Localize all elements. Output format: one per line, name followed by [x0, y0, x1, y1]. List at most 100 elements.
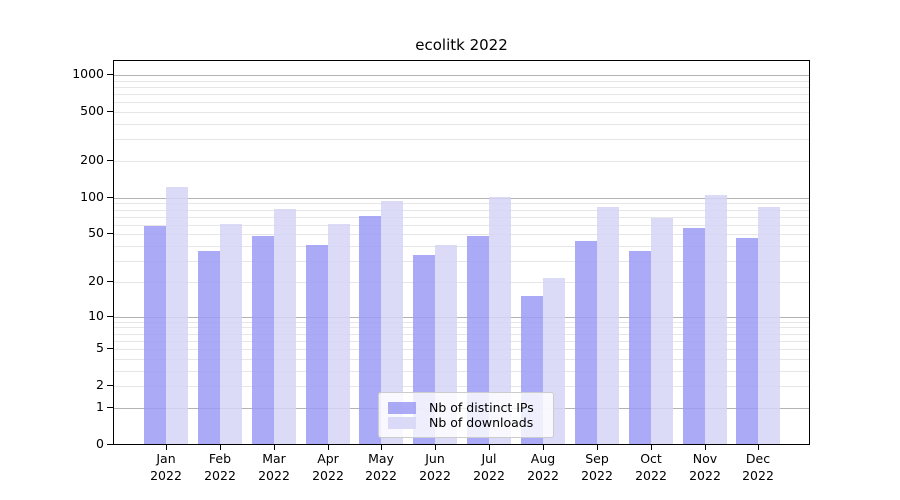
x-tick-year: 2022	[419, 467, 451, 483]
downloads-bar	[220, 224, 242, 444]
ips-bar	[629, 251, 651, 444]
y-tick-label: 50	[88, 225, 104, 240]
downloads-bar	[166, 187, 188, 444]
ips-bar	[575, 241, 597, 444]
y-tick-label: 0	[96, 436, 104, 451]
downloads-bar	[705, 195, 727, 444]
major-gridline	[114, 198, 809, 199]
minor-gridline	[114, 341, 809, 342]
x-tick-year: 2022	[742, 467, 774, 483]
minor-gridline	[114, 112, 809, 113]
minor-gridline	[114, 349, 809, 350]
legend: Nb of distinct IPs Nb of downloads	[378, 392, 554, 438]
x-tick-year: 2022	[635, 467, 667, 483]
y-tick	[107, 233, 113, 234]
minor-gridline	[114, 246, 809, 247]
minor-gridline	[114, 139, 809, 140]
ips-bar	[359, 216, 381, 444]
ips-bar	[683, 228, 705, 444]
minor-gridline	[114, 334, 809, 335]
x-tick-month: Jan	[156, 451, 176, 466]
y-tick	[107, 111, 113, 112]
minor-gridline	[114, 217, 809, 218]
y-tick-label: 200	[80, 152, 104, 167]
x-tick	[328, 445, 329, 450]
x-tick-year: 2022	[527, 467, 559, 483]
x-tick-year: 2022	[204, 467, 236, 483]
y-tick-label: 5	[96, 340, 104, 355]
ips-legend-label: Nb of distinct IPs	[429, 400, 534, 415]
x-tick-label: Sep 2022	[565, 451, 629, 484]
x-tick-label: Mar 2022	[242, 451, 306, 484]
y-tick-label: 10	[88, 308, 104, 323]
x-tick-month: Oct	[640, 451, 662, 466]
ips-bar	[198, 251, 220, 444]
downloads-bar	[489, 197, 511, 444]
downloads-bar	[597, 207, 619, 444]
minor-gridline	[114, 81, 809, 82]
y-tick	[107, 348, 113, 349]
x-tick	[597, 445, 598, 450]
x-tick-label: Aug 2022	[511, 451, 575, 484]
minor-gridline	[114, 327, 809, 328]
legend-row-ips: Nb of distinct IPs	[388, 400, 544, 415]
x-tick	[166, 445, 167, 450]
downloads-bar	[274, 209, 296, 444]
minor-gridline	[114, 225, 809, 226]
x-tick-year: 2022	[365, 467, 397, 483]
minor-gridline	[114, 282, 809, 283]
y-tick	[107, 160, 113, 161]
x-tick-month: Mar	[262, 451, 286, 466]
y-tick-label: 20	[88, 273, 104, 288]
x-tick	[489, 445, 490, 450]
y-tick	[107, 281, 113, 282]
x-tick-year: 2022	[150, 467, 182, 483]
ips-bar	[252, 236, 274, 444]
y-tick-label: 1	[96, 399, 104, 414]
minor-gridline	[114, 94, 809, 95]
x-tick-month: Jun	[425, 451, 445, 466]
y-tick-label: 2	[96, 377, 104, 392]
x-tick-label: Jan 2022	[134, 451, 198, 484]
y-tick-label: 500	[80, 103, 104, 118]
x-tick-label: Oct 2022	[619, 451, 683, 484]
x-tick	[435, 445, 436, 450]
x-tick-year: 2022	[689, 467, 721, 483]
x-tick-year: 2022	[258, 467, 290, 483]
x-tick-label: Apr 2022	[296, 451, 360, 484]
minor-gridline	[114, 322, 809, 323]
x-tick	[705, 445, 706, 450]
y-tick-label: 100	[80, 189, 104, 204]
major-gridline	[114, 317, 809, 318]
minor-gridline	[114, 371, 809, 372]
ips-bar	[144, 226, 166, 444]
major-gridline	[114, 75, 809, 76]
x-tick	[543, 445, 544, 450]
x-tick	[651, 445, 652, 450]
x-tick-month: Apr	[317, 451, 339, 466]
ips-bar	[736, 238, 758, 444]
y-tick	[107, 197, 113, 198]
plot-area: Nb of distinct IPs Nb of downloads	[113, 60, 810, 445]
x-tick-label: Dec 2022	[726, 451, 790, 484]
minor-gridline	[114, 203, 809, 204]
x-tick-year: 2022	[581, 467, 613, 483]
ips-legend-swatch	[388, 401, 416, 414]
x-tick-month: Sep	[585, 451, 609, 466]
x-tick	[274, 445, 275, 450]
x-tick-year: 2022	[473, 467, 505, 483]
x-tick-month: Dec	[745, 451, 771, 466]
minor-gridline	[114, 359, 809, 360]
downloads-bar	[651, 218, 673, 444]
x-tick-month: Nov	[692, 451, 718, 466]
downloads-bar	[758, 207, 780, 444]
minor-gridline	[114, 261, 809, 262]
x-tick-month: Feb	[208, 451, 232, 466]
x-tick	[220, 445, 221, 450]
downloads-legend-label: Nb of downloads	[429, 415, 534, 430]
x-tick-month: May	[368, 451, 394, 466]
x-tick-label: Jul 2022	[457, 451, 521, 484]
x-tick	[758, 445, 759, 450]
y-tick	[107, 385, 113, 386]
x-tick	[381, 445, 382, 450]
